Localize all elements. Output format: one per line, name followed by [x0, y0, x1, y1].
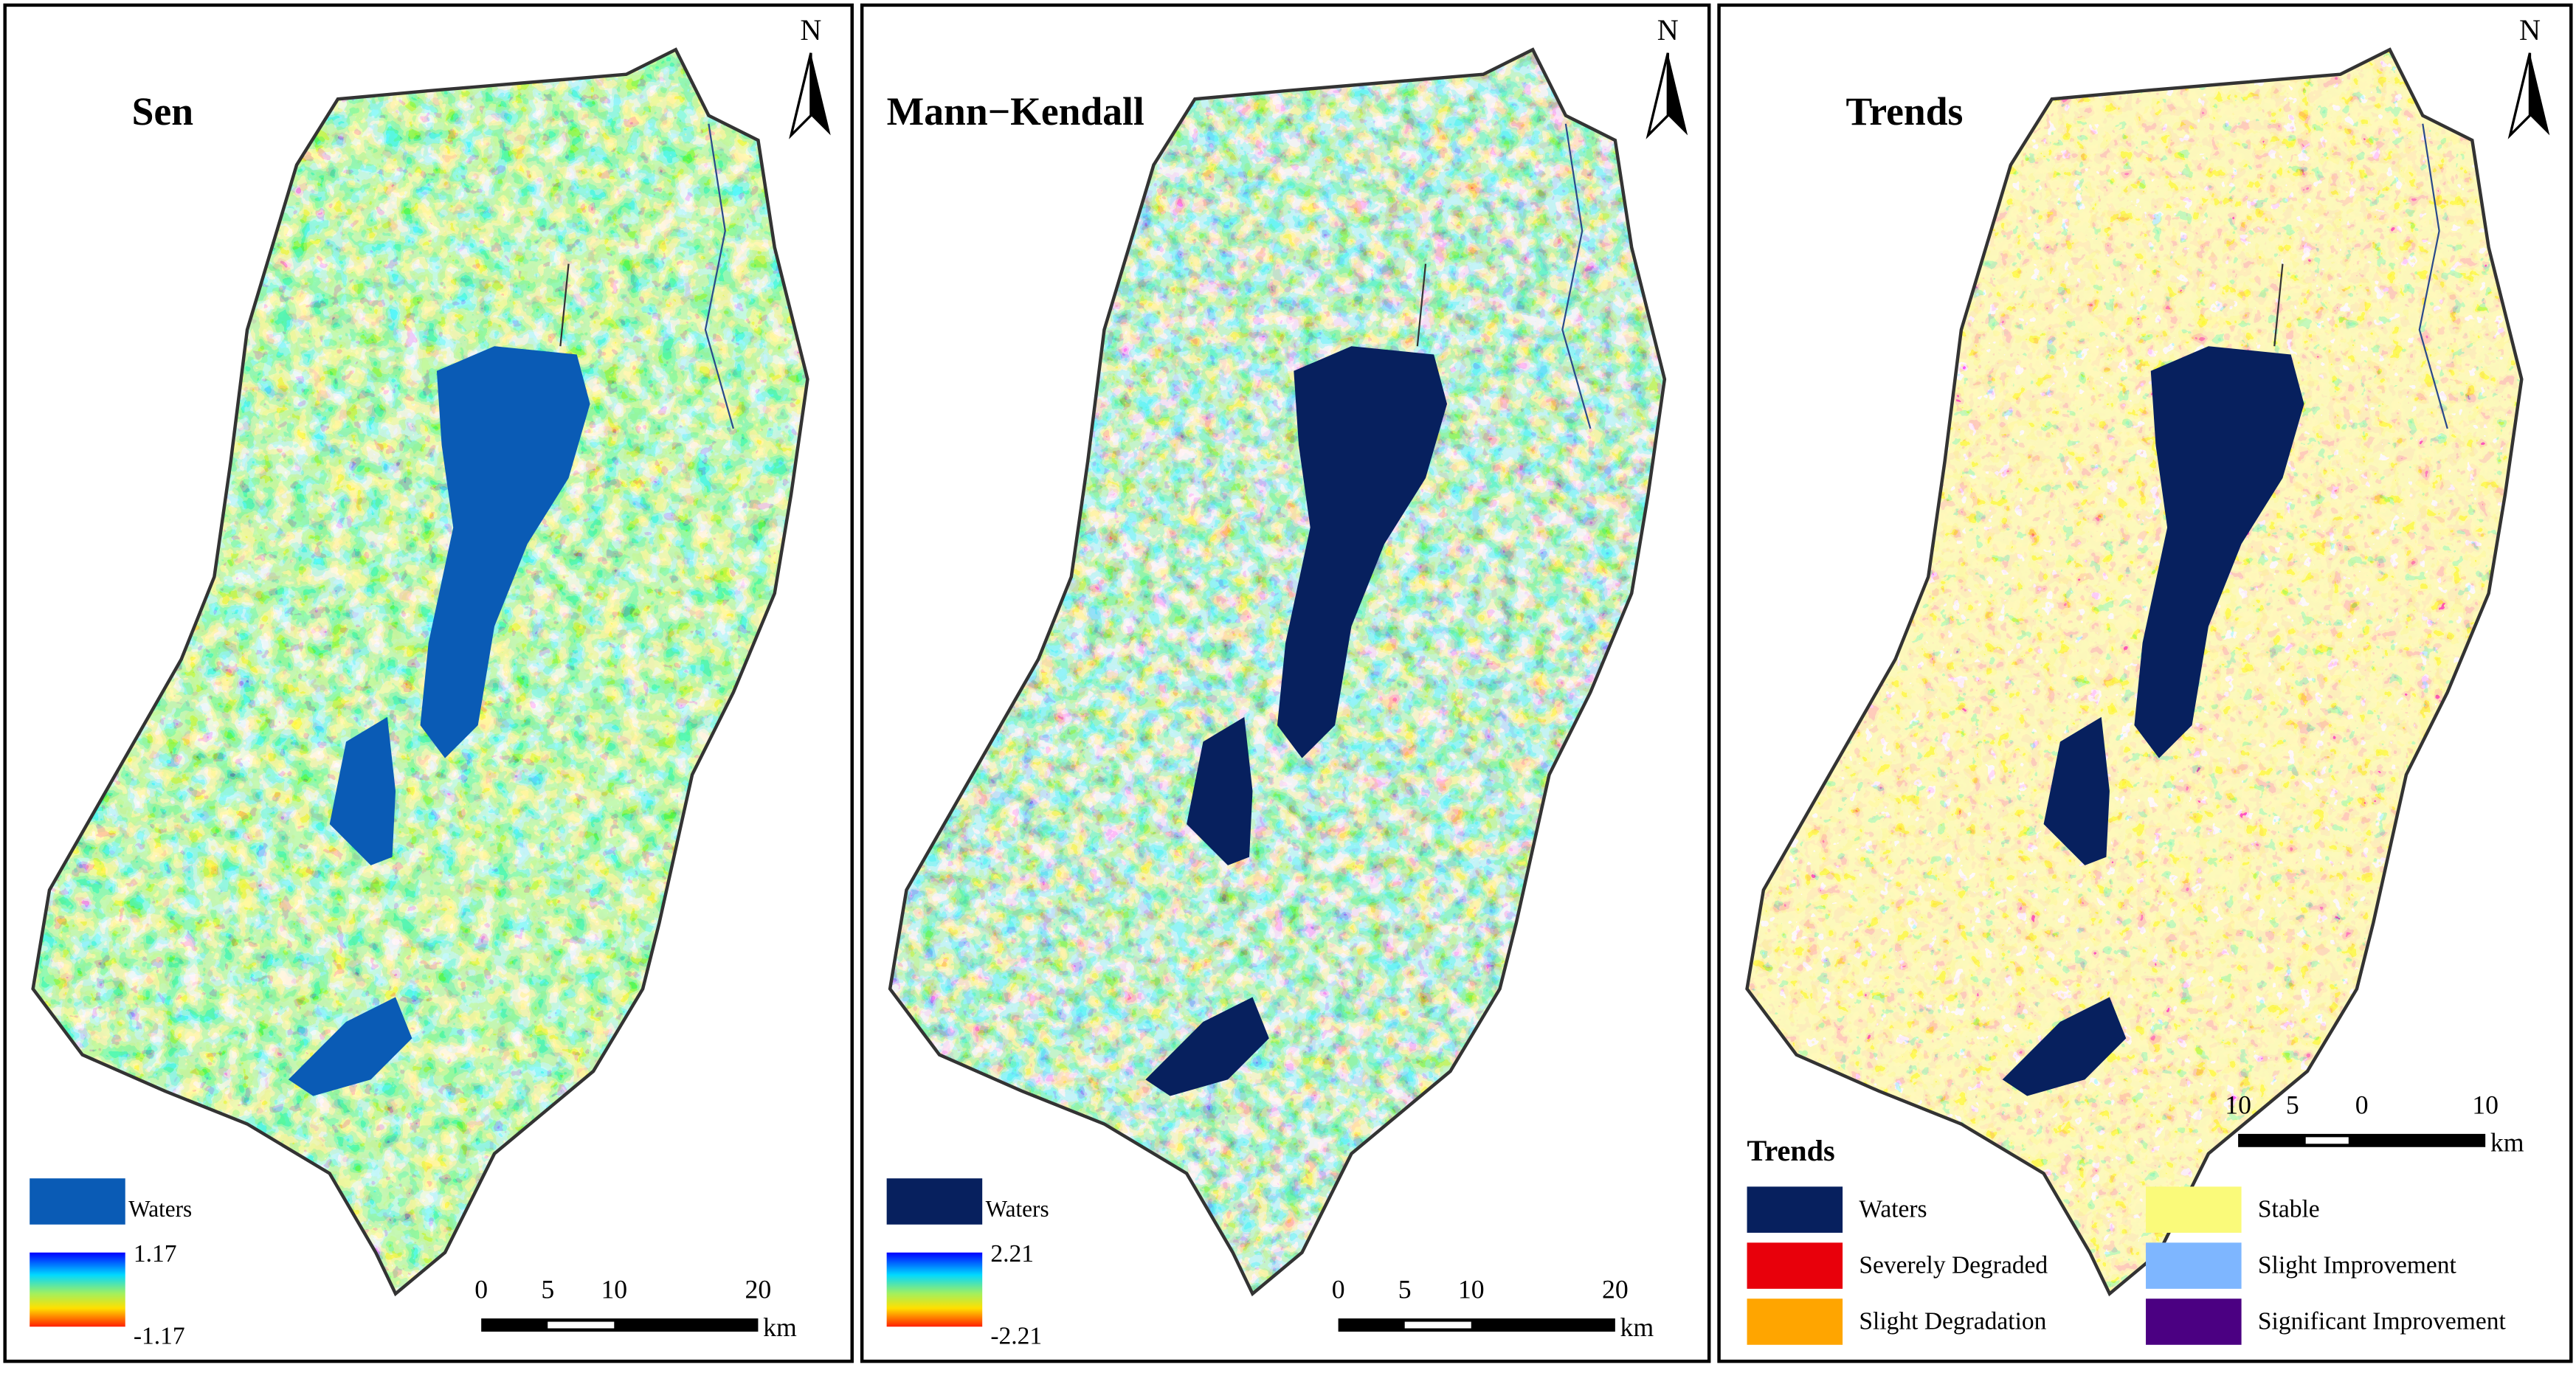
legend-swatch: [1747, 1242, 1843, 1289]
legend-swatch: [30, 1178, 125, 1225]
scale-unit: km: [1620, 1313, 1654, 1342]
panel-title: Trends: [1846, 89, 1964, 134]
legend-swatch: [2146, 1242, 2242, 1289]
scale-bar: [1338, 1318, 1615, 1332]
scale-label: 5: [1398, 1275, 1412, 1304]
legend-label: Slight Improvement: [2258, 1252, 2457, 1279]
scale-bar: [2238, 1133, 2486, 1147]
colorbar-min: -1.17: [134, 1323, 185, 1350]
map-panel: Mann−Kendall N Waters 2.21 -2.21 0 5 10 20 km: [860, 3, 1711, 1363]
river: [2418, 123, 2448, 429]
scale-label: 10: [601, 1275, 627, 1304]
river: [1561, 123, 1592, 429]
lake: [329, 716, 396, 865]
colorbar-min: -2.21: [990, 1323, 1042, 1350]
north-label: N: [800, 13, 821, 46]
scale-label: 10: [1458, 1275, 1485, 1304]
scale-bar: [548, 1321, 615, 1329]
lake: [2134, 346, 2304, 758]
scale-unit: km: [2490, 1128, 2524, 1158]
river: [559, 263, 570, 347]
legend-swatch: [2146, 1186, 2242, 1233]
scale-label: 0: [474, 1275, 488, 1304]
colorbar: [30, 1252, 125, 1327]
scale-label: 5: [2286, 1090, 2299, 1119]
scale-label: 10: [2225, 1090, 2251, 1119]
legend-label: Waters: [1859, 1196, 1927, 1223]
north-label: N: [2519, 13, 2541, 46]
legend-label: Stable: [2258, 1196, 2320, 1223]
scale-bar: [1404, 1321, 1471, 1329]
legend-swatch: [2146, 1298, 2242, 1345]
legend-label: Waters: [128, 1196, 192, 1222]
panel-title: Mann−Kendall: [887, 89, 1144, 134]
panel-title: Sen: [132, 89, 193, 134]
scale-label: 0: [2355, 1090, 2369, 1119]
river: [1416, 263, 1427, 347]
lake: [288, 997, 412, 1096]
river: [704, 123, 734, 429]
colorbar: [886, 1252, 983, 1327]
scale-label: 5: [541, 1275, 554, 1304]
scale-label: 10: [2472, 1090, 2499, 1119]
lake: [2043, 716, 2110, 865]
legend-swatch: [886, 1178, 983, 1225]
legend-label: Severely Degraded: [1859, 1252, 2048, 1279]
colorbar-max: 2.21: [990, 1240, 1034, 1267]
river: [2273, 263, 2284, 347]
scale-bar: [481, 1318, 759, 1332]
lake: [1187, 716, 1253, 865]
map-panel: Sen N Waters 1.17 -1.17 0 5 10 20 km: [3, 3, 854, 1363]
legend-swatch: [1747, 1186, 1843, 1233]
scale-label: 20: [745, 1275, 772, 1304]
scale-bar: [2305, 1137, 2349, 1144]
north-arrow: [2530, 52, 2550, 136]
scale-label: 0: [1332, 1275, 1345, 1304]
scale-label: 20: [1602, 1275, 1629, 1304]
map-panel: Trends N Trends Waters Severely Degraded Slig…: [1717, 3, 2573, 1363]
scale-unit: km: [763, 1313, 797, 1342]
legend-label: Waters: [986, 1196, 1049, 1222]
legend-label: Significant Improvement: [2258, 1307, 2507, 1335]
colorbar-max: 1.17: [134, 1240, 177, 1267]
lake: [420, 346, 590, 758]
legend-swatch: [1747, 1298, 1843, 1345]
north-label: N: [1657, 13, 1679, 46]
lake: [1145, 997, 1269, 1096]
legend-label: Slight Degradation: [1859, 1307, 2046, 1335]
lake: [1277, 346, 1448, 758]
lake: [2002, 997, 2127, 1096]
legend-title: Trends: [1747, 1134, 1835, 1167]
